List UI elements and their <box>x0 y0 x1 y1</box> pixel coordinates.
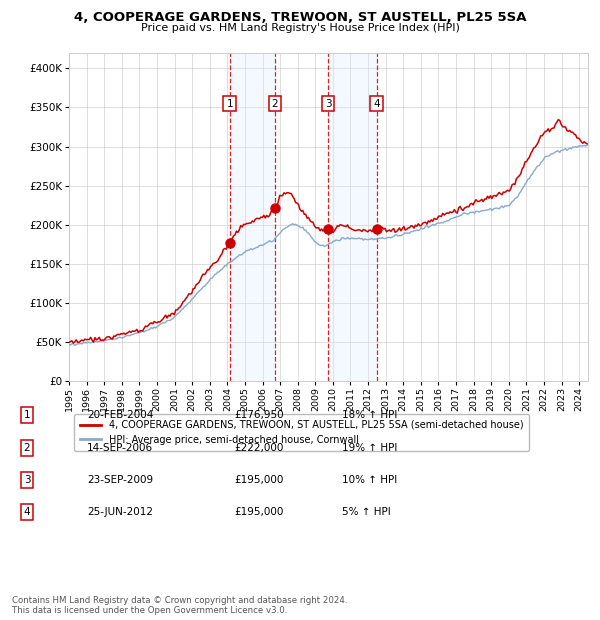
Text: 23-SEP-2009: 23-SEP-2009 <box>87 475 153 485</box>
Text: 14-SEP-2006: 14-SEP-2006 <box>87 443 153 453</box>
Text: 3: 3 <box>325 99 331 108</box>
Text: 2: 2 <box>272 99 278 108</box>
Text: 4: 4 <box>373 99 380 108</box>
Text: £222,000: £222,000 <box>234 443 283 453</box>
Text: Contains HM Land Registry data © Crown copyright and database right 2024.
This d: Contains HM Land Registry data © Crown c… <box>12 596 347 615</box>
Text: 2: 2 <box>23 443 31 453</box>
Text: £195,000: £195,000 <box>234 475 283 485</box>
Text: 1: 1 <box>226 99 233 108</box>
Legend: 4, COOPERAGE GARDENS, TREWOON, ST AUSTELL, PL25 5SA (semi-detached house), HPI: : 4, COOPERAGE GARDENS, TREWOON, ST AUSTEL… <box>74 414 529 451</box>
Text: £195,000: £195,000 <box>234 507 283 517</box>
Bar <box>230 53 275 381</box>
Text: 18% ↑ HPI: 18% ↑ HPI <box>342 410 397 420</box>
Text: 4: 4 <box>23 507 31 517</box>
Text: 20-FEB-2004: 20-FEB-2004 <box>87 410 154 420</box>
Text: 25-JUN-2012: 25-JUN-2012 <box>87 507 153 517</box>
Text: 3: 3 <box>23 475 31 485</box>
Text: 19% ↑ HPI: 19% ↑ HPI <box>342 443 397 453</box>
Text: 5% ↑ HPI: 5% ↑ HPI <box>342 507 391 517</box>
Text: 4, COOPERAGE GARDENS, TREWOON, ST AUSTELL, PL25 5SA: 4, COOPERAGE GARDENS, TREWOON, ST AUSTEL… <box>74 11 526 24</box>
Text: £176,950: £176,950 <box>234 410 284 420</box>
Text: 10% ↑ HPI: 10% ↑ HPI <box>342 475 397 485</box>
Text: Price paid vs. HM Land Registry's House Price Index (HPI): Price paid vs. HM Land Registry's House … <box>140 23 460 33</box>
Bar <box>328 53 377 381</box>
Text: 1: 1 <box>23 410 31 420</box>
